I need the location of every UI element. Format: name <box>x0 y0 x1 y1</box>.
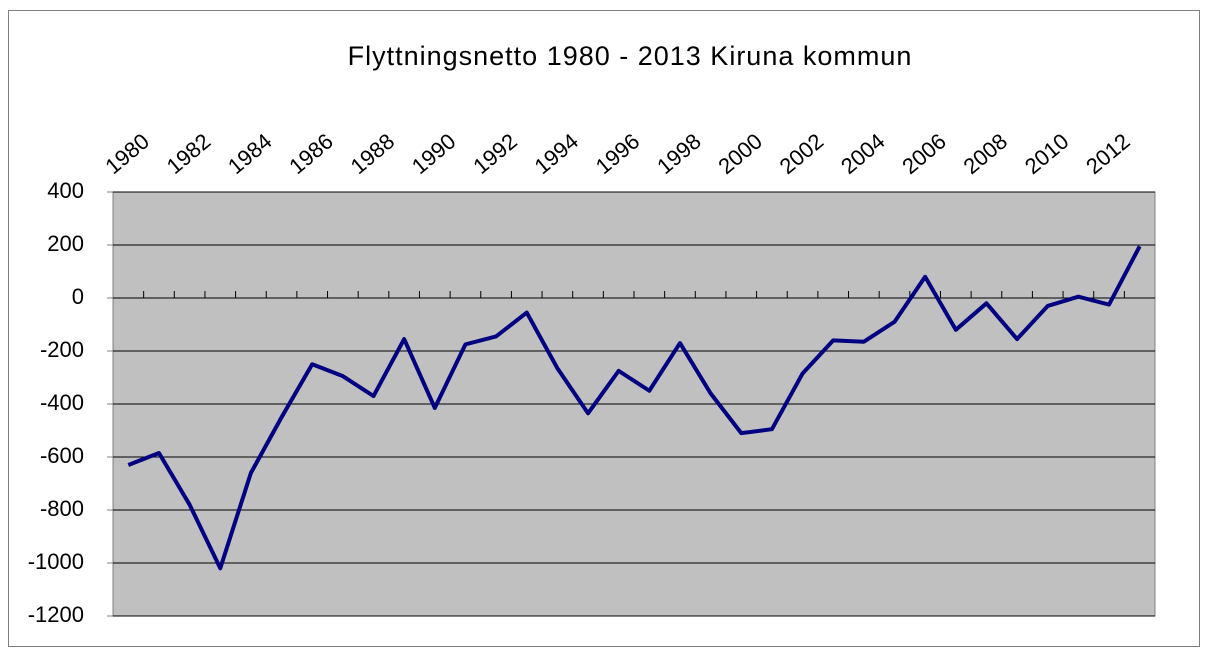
y-tick-label: -1000 <box>28 549 84 574</box>
y-tick-label: -600 <box>40 443 84 468</box>
y-tick-label: 400 <box>47 178 84 203</box>
y-tick-label: 200 <box>47 231 84 256</box>
y-tick-label: -200 <box>40 337 84 362</box>
y-tick-label: -800 <box>40 496 84 521</box>
chart-title: Flyttningsnetto 1980 - 2013 Kiruna kommu… <box>348 41 913 71</box>
data-line <box>127 245 1142 571</box>
y-tick-label: 0 <box>72 284 84 309</box>
y-tick-label: -1200 <box>28 602 84 627</box>
y-tick-label: -400 <box>40 390 84 415</box>
